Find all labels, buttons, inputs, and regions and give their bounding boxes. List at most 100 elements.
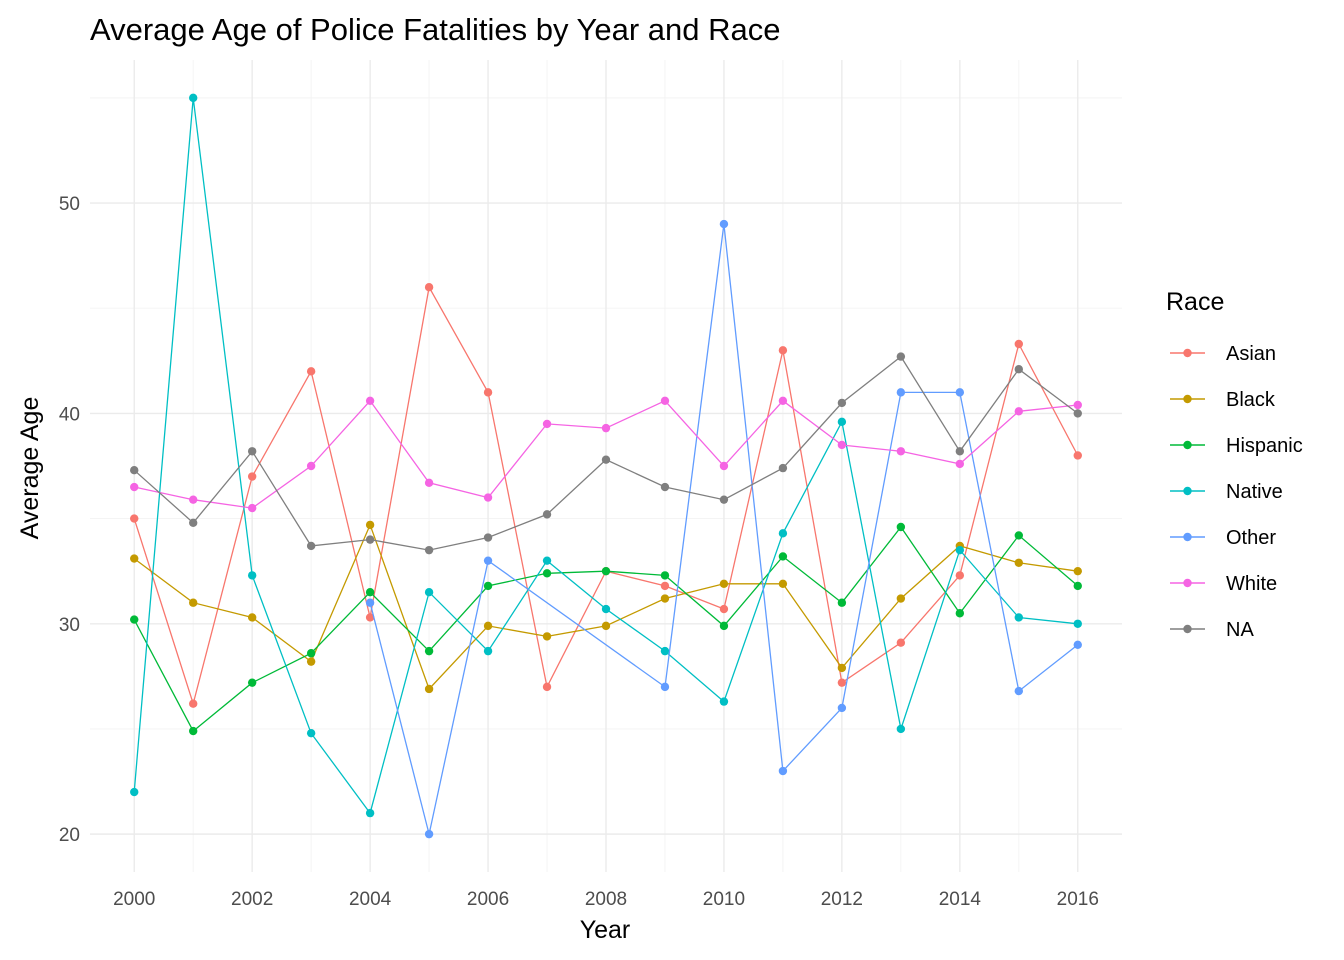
data-point-na (837, 398, 847, 408)
x-tick-label: 2004 (349, 889, 392, 910)
data-point-na (424, 545, 434, 555)
data-point-native (365, 808, 375, 818)
series-hispanic (130, 522, 1082, 736)
legend-item-other: Other (1170, 527, 1276, 549)
data-point-asian (896, 638, 906, 647)
data-point-na (719, 495, 729, 504)
chart-title: Average Age of Police Fatalities by Year… (90, 12, 781, 47)
data-point-hispanic (896, 522, 906, 532)
data-point-black (542, 632, 552, 641)
data-point-black (896, 594, 906, 603)
x-axis-ticks: 2000 2002 2004 2006 2008 2010 2012 2014 2016 (113, 889, 1099, 910)
data-point-black (719, 579, 729, 589)
data-point-asian (306, 367, 316, 376)
data-point-na (247, 447, 257, 456)
legend-label: Native (1226, 481, 1283, 503)
data-point-white (365, 396, 375, 405)
data-point-asian (130, 514, 139, 523)
legend-key-point (1183, 440, 1192, 450)
data-point-asian (424, 282, 434, 292)
data-point-asian (483, 388, 493, 397)
data-point-hispanic (189, 726, 198, 736)
data-point-white (130, 482, 139, 492)
data-point-white (247, 503, 257, 513)
data-point-na (542, 510, 552, 519)
data-point-hispanic (1073, 581, 1082, 591)
data-point-white (719, 461, 729, 471)
data-point-black (130, 554, 139, 563)
data-point-native (424, 588, 434, 597)
legend-label: White (1226, 573, 1277, 595)
data-point-hispanic (1014, 531, 1023, 540)
legend-key-point (1183, 394, 1192, 404)
data-point-hispanic (719, 621, 729, 631)
x-axis-title: Year (580, 916, 631, 944)
data-point-asian (1073, 451, 1082, 460)
data-point-white (483, 493, 493, 502)
x-tick-label: 2012 (821, 889, 863, 910)
data-point-white (306, 461, 316, 471)
data-point-native (542, 556, 552, 565)
data-point-na (483, 533, 493, 542)
legend-item-native: Native (1170, 481, 1283, 503)
data-point-white (601, 423, 611, 433)
legend-key-point (1183, 624, 1192, 634)
data-point-native (1014, 613, 1023, 622)
y-tick-label: 30 (59, 615, 80, 636)
data-point-other (365, 598, 375, 607)
data-point-hispanic (130, 615, 139, 624)
data-point-asian (955, 571, 965, 580)
y-tick-label: 20 (59, 825, 80, 846)
data-point-white (955, 459, 965, 469)
data-point-white (542, 419, 552, 429)
series-layer (130, 93, 1082, 839)
data-point-native (837, 417, 847, 427)
legend-label: NA (1226, 619, 1254, 641)
data-point-na (189, 518, 198, 527)
data-point-black (189, 598, 198, 607)
data-point-other (424, 829, 434, 839)
data-point-white (189, 495, 198, 504)
data-point-other (1073, 640, 1082, 650)
data-point-white (424, 478, 434, 488)
data-point-white (778, 396, 788, 405)
legend-key-point (1183, 578, 1192, 588)
x-tick-label: 2010 (703, 889, 745, 910)
y-axis-ticks: 20 30 40 50 (59, 194, 80, 846)
data-point-native (189, 93, 198, 103)
legend-label: Hispanic (1226, 435, 1303, 457)
data-point-other (1014, 686, 1023, 696)
data-point-other (483, 556, 493, 565)
data-point-white (896, 447, 906, 456)
data-point-black (778, 579, 788, 589)
legend-item-hispanic: Hispanic (1170, 435, 1303, 457)
data-point-asian (189, 699, 198, 708)
series-other (365, 219, 1082, 839)
data-point-na (130, 466, 139, 475)
data-point-native (778, 529, 788, 538)
data-point-other (660, 682, 670, 692)
data-point-hispanic (247, 678, 257, 687)
data-point-other (719, 219, 729, 229)
data-point-other (955, 388, 965, 397)
y-tick-label: 40 (59, 404, 80, 425)
x-tick-label: 2008 (585, 889, 627, 910)
data-point-asian (778, 346, 788, 355)
data-point-native (1073, 619, 1082, 628)
data-point-other (837, 703, 847, 713)
x-tick-label: 2006 (467, 889, 509, 910)
data-point-hispanic (601, 566, 611, 576)
data-point-asian (1014, 339, 1023, 349)
legend-title: Race (1166, 288, 1224, 316)
data-point-native (955, 545, 965, 555)
data-point-native (896, 724, 906, 734)
data-point-black (1073, 566, 1082, 576)
data-point-black (660, 594, 670, 603)
data-point-asian (719, 604, 729, 614)
data-point-asian (365, 613, 375, 622)
data-point-black (837, 663, 847, 673)
data-point-black (601, 621, 611, 631)
data-point-other (896, 388, 906, 397)
data-point-na (306, 541, 316, 551)
